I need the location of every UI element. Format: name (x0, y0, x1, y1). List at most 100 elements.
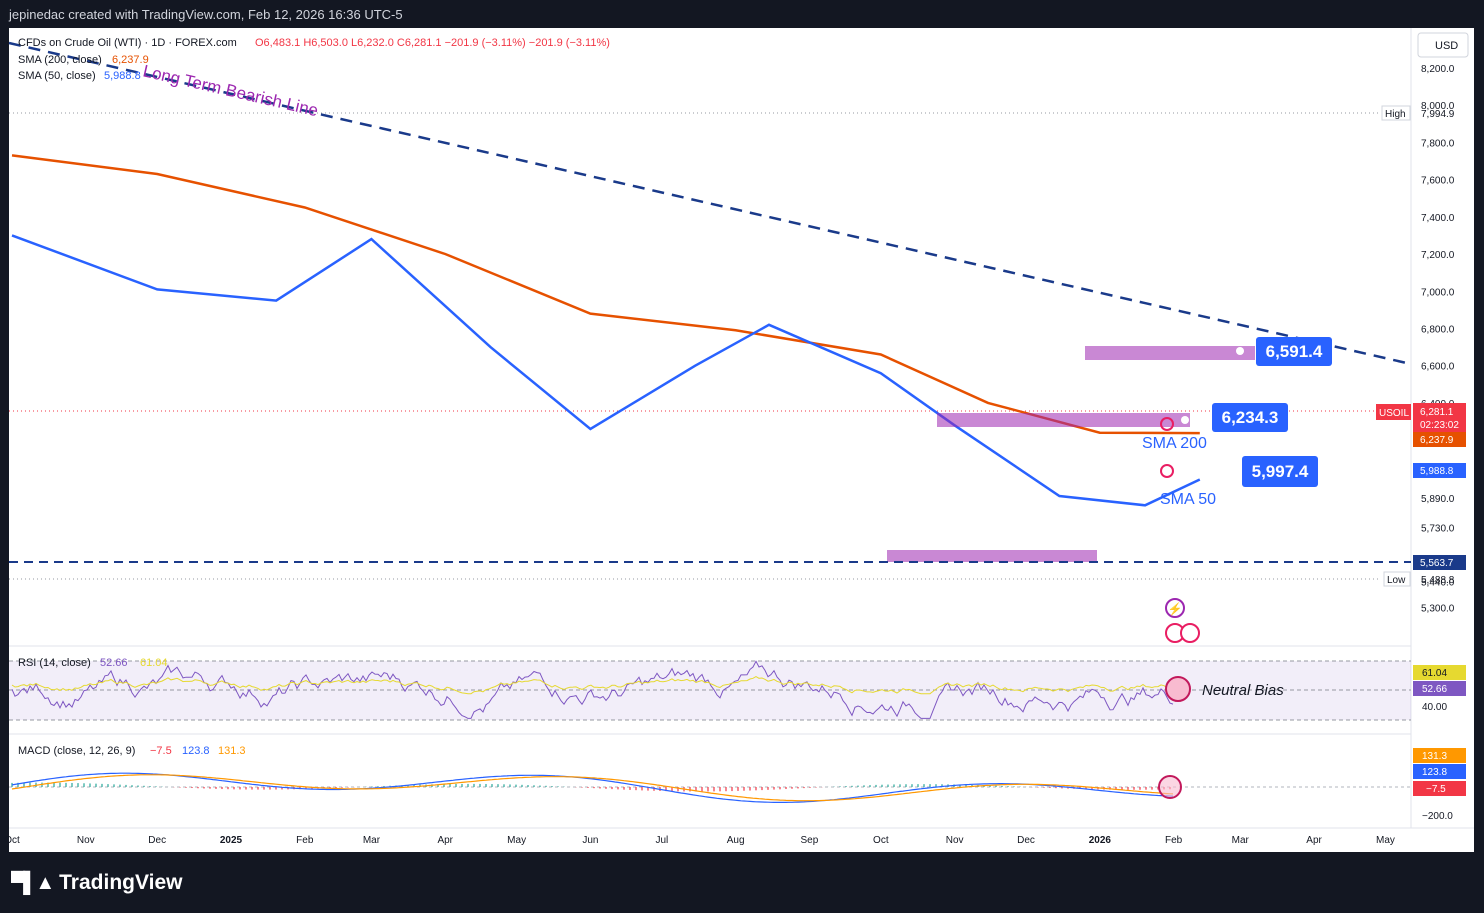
macd-histogram-bar (905, 784, 907, 787)
macd-histogram-bar (521, 784, 523, 787)
time-axis: Oct Nov Dec 2025 Feb Mar Apr May Jun Jul Aug Sep Oct… (4, 835, 1395, 846)
rsi-tag (1413, 681, 1466, 696)
macd-histogram-bar (515, 784, 517, 787)
macd-histogram-bar (611, 787, 613, 790)
price-tick: 6,800.0 (1421, 324, 1455, 335)
macd-histogram-bar (1061, 787, 1063, 789)
symbol-tag (1376, 404, 1411, 420)
macd-histogram-bar (221, 787, 223, 790)
macd-histogram-bar (593, 787, 595, 789)
macd-histogram-bar (143, 785, 145, 787)
time-tick: Mar (363, 835, 381, 846)
macd-histogram-bar (635, 787, 637, 791)
resistance-zone (1085, 346, 1255, 360)
legend-sma50-value: 5,988.8 (104, 70, 141, 82)
macd-histogram-bar (527, 785, 529, 787)
macd-histogram-bar (1055, 787, 1057, 789)
high-value: 7,994.9 (1421, 109, 1455, 120)
macd-histogram-bar (311, 787, 313, 789)
macd-histogram-bar (641, 787, 643, 791)
macd-histogram-bar (647, 787, 649, 791)
high-label: High (1385, 109, 1406, 120)
lightning-glyph: ⚡ (1168, 602, 1183, 616)
macd-histogram-bar (1007, 786, 1009, 787)
tradingview-logo[interactable]: ▀▌▲ TradingView (11, 871, 182, 895)
macd-histogram-bar (1049, 787, 1051, 788)
legend-symbol: CFDs on Crude Oil (WTI) · 1D · FOREX.com (18, 37, 237, 49)
macd-histogram-bar (857, 785, 859, 787)
event-flag-icon[interactable] (1180, 623, 1200, 643)
indicator-layer (11, 660, 1174, 803)
time-tick: Mar (1232, 835, 1250, 846)
macd-histogram-bar (581, 787, 583, 788)
macd-histogram-bar (761, 787, 763, 791)
macd-signal-tag (1413, 748, 1466, 763)
resistance-callout (1256, 337, 1332, 366)
sma200-zone (937, 413, 1190, 427)
time-tick: Apr (437, 835, 453, 846)
macd-histogram-bar (71, 782, 73, 787)
sma50-callout (1242, 456, 1318, 487)
macd-histogram-bar (1121, 787, 1123, 790)
macd-histogram-bar (671, 787, 673, 792)
macd-histogram-bar (719, 787, 721, 792)
macd-histogram-bar (11, 782, 13, 787)
macd-histogram-bar (533, 785, 535, 787)
sma200-label: SMA 200 (1142, 435, 1207, 452)
event-lightning-icon[interactable] (1165, 598, 1185, 618)
macd-histogram-bar (497, 784, 499, 787)
zone-handle[interactable] (1181, 416, 1189, 424)
macd-histogram-bar (941, 784, 943, 787)
rsi-tag-value: 52.66 (1422, 684, 1447, 695)
price-tick: 7,200.0 (1421, 250, 1455, 261)
macd-histogram-bar (341, 787, 343, 788)
macd-histogram-bar (413, 784, 415, 787)
macd-histogram-bar (587, 787, 589, 788)
time-tick: Oct (4, 835, 20, 846)
zone-handle[interactable] (1236, 347, 1244, 355)
legend-sma200-value: 6,237.9 (112, 54, 149, 66)
macd-histogram-bar (65, 782, 67, 787)
sma200-line (11, 154, 1200, 435)
price-tick: 7,800.0 (1421, 138, 1455, 149)
macd-histogram-bar (875, 784, 877, 787)
macd-histogram-bar (725, 787, 727, 792)
price-tick: 6,600.0 (1421, 362, 1455, 373)
macd-histogram-bar (785, 787, 787, 790)
byline: jepinedac created with TradingView.com, … (9, 7, 403, 22)
macd-histogram-bar (239, 787, 241, 790)
macd-histogram-bar (383, 785, 385, 787)
price-tick: 7,600.0 (1421, 176, 1455, 187)
last-price-tag (1413, 403, 1466, 432)
sma50-tag-value: 5,988.8 (1420, 466, 1454, 477)
price-tick: 7,000.0 (1421, 287, 1455, 298)
chart-frame (9, 28, 1474, 852)
macd-histogram-bar (467, 783, 469, 787)
resistance-value: 6,591.4 (1266, 342, 1323, 361)
macd-histogram-bar (131, 785, 133, 787)
macd-tick: −200.0 (1422, 811, 1453, 822)
macd-histogram-bar (1151, 787, 1153, 790)
macd-histogram-bar (1043, 787, 1045, 788)
macd-histogram-bar (407, 785, 409, 787)
macd-histogram-bar (479, 783, 481, 787)
macd-histogram-bar (113, 784, 115, 787)
macd-line (11, 772, 1174, 803)
macd-histogram-bar (539, 785, 541, 787)
time-tick: Feb (1165, 835, 1183, 846)
macd-histogram-bar (251, 787, 253, 790)
macd-histogram-bar (737, 787, 739, 791)
macd-histogram-bar (1145, 787, 1147, 790)
high-tag (1381, 105, 1411, 121)
macd-histogram-bar (605, 787, 607, 789)
time-tick: Nov (946, 835, 964, 846)
time-tick: Dec (148, 835, 166, 846)
macd-histogram-bar (599, 787, 601, 789)
macd-histogram-bar (227, 787, 229, 790)
rsi-tick: 40.00 (1422, 702, 1447, 713)
rsi-legend: RSI (14, close) (18, 657, 91, 669)
currency-button[interactable] (1417, 32, 1469, 58)
macd-histogram-bar (995, 785, 997, 787)
time-tick: Jul (655, 835, 668, 846)
